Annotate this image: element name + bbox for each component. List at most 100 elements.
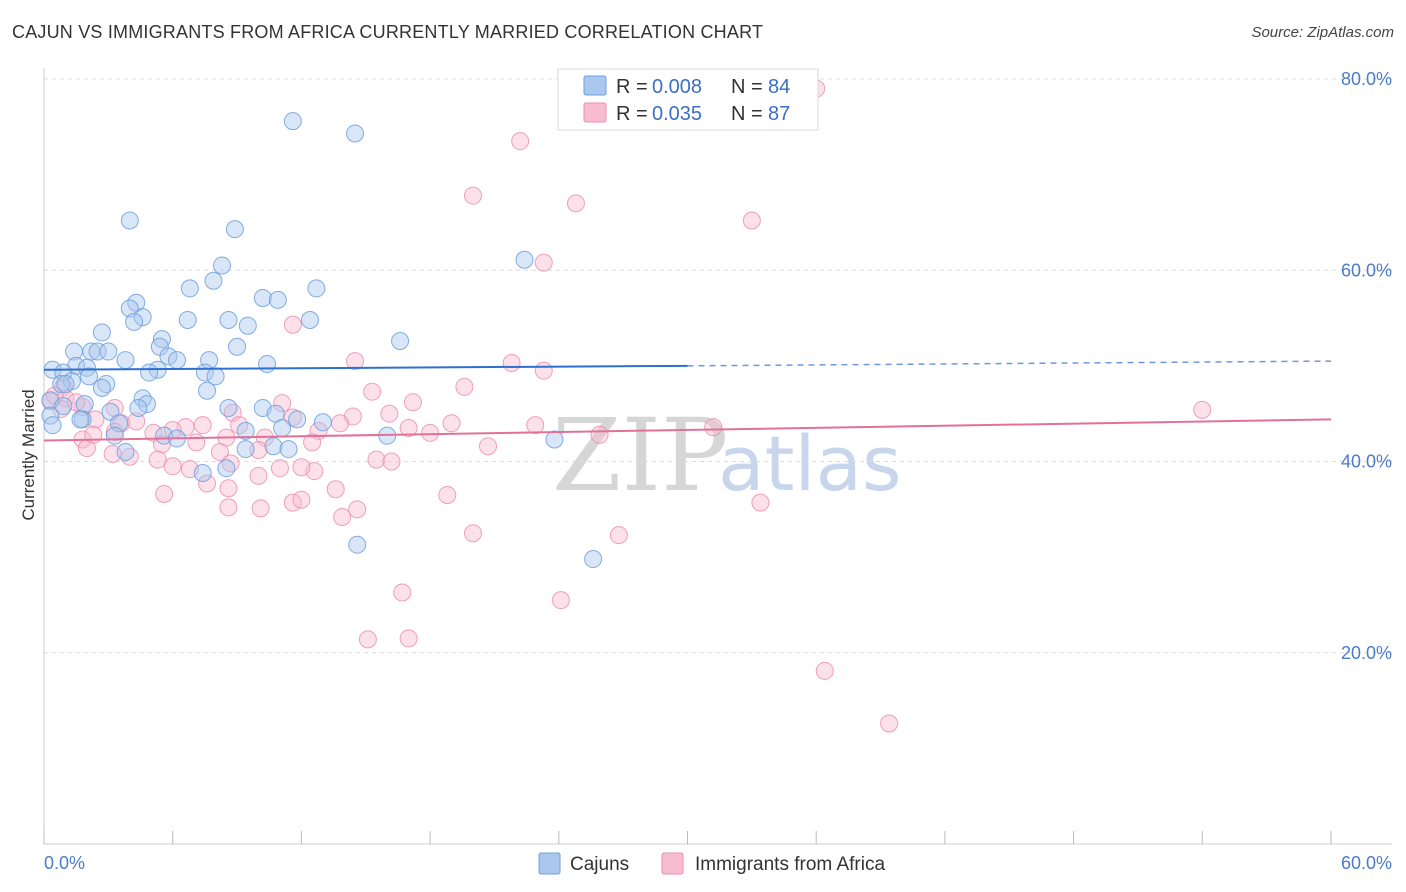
africa-point-60 — [292, 458, 311, 477]
legend-swatch-cajuns — [583, 75, 607, 96]
source-label: Source: ZipAtlas.com — [1251, 24, 1394, 41]
legend-n-value-cajuns: 84 — [768, 76, 790, 98]
cajun-point-13 — [133, 308, 152, 327]
legend-r-label-africa: R = — [616, 103, 648, 125]
cajun-point-3 — [225, 220, 244, 239]
cajun-point-9 — [253, 288, 272, 307]
africa-point-80 — [880, 714, 899, 733]
africa-point-44 — [303, 433, 322, 452]
series-cajuns — [41, 112, 603, 569]
africa-point-79 — [815, 661, 834, 680]
africa-point-52 — [367, 450, 386, 469]
africa-point-13 — [56, 389, 75, 408]
africa-point-34 — [421, 423, 440, 442]
africa-point-64 — [326, 480, 345, 499]
cajun-point-19 — [92, 323, 111, 342]
africa-point-21 — [380, 404, 399, 423]
x-tick-label-max: 60.0% — [1341, 853, 1392, 873]
africa-point-71 — [751, 493, 770, 512]
cajun-point-17 — [238, 316, 257, 335]
africa-point-49 — [210, 442, 229, 461]
cajun-point-52 — [54, 397, 73, 416]
cajun-point-55 — [129, 398, 148, 417]
legend-swatch-africa — [583, 102, 607, 123]
cajun-point-7 — [180, 279, 199, 298]
y-tick-label-80: 80.0% — [1341, 69, 1392, 89]
africa-point-46 — [479, 437, 498, 456]
africa-point-25 — [86, 410, 105, 429]
africa-point-65 — [155, 485, 174, 504]
africa-point-5 — [534, 253, 553, 272]
x-ticks — [43, 831, 1332, 844]
cajun-point-44 — [56, 375, 75, 394]
cajun-point-60 — [71, 410, 90, 429]
africa-point-75 — [393, 583, 412, 602]
watermark-atlas: atlas — [718, 419, 902, 508]
africa-point-39 — [590, 425, 609, 444]
africa-point-62 — [198, 474, 217, 493]
africa-point-31 — [704, 418, 723, 437]
legend-n-value-africa: 87 — [768, 103, 790, 125]
africa-point-30 — [193, 416, 212, 435]
cajun-point-4 — [515, 250, 534, 269]
africa-point-6 — [283, 315, 302, 334]
cajun-point-73 — [236, 440, 255, 459]
watermark-zip: ZIP — [552, 397, 728, 514]
cajun-point-28 — [159, 347, 178, 366]
africa-point-86 — [526, 416, 545, 435]
cajun-point-65 — [273, 419, 292, 438]
legend-n-label-cajuns: N = — [731, 76, 763, 98]
africa-point-27 — [331, 414, 350, 433]
axes — [43, 68, 1392, 845]
africa-point-10 — [455, 377, 474, 396]
cajun-point-46 — [92, 378, 111, 397]
africa-point-48 — [249, 441, 268, 460]
bottom-legend-label-cajuns: Cajuns — [570, 854, 629, 875]
africa-point-53 — [148, 450, 167, 469]
africa-point-8 — [346, 352, 365, 371]
y-tick-label-40: 40.0% — [1341, 452, 1392, 472]
africa-point-81 — [348, 500, 367, 519]
cajun-point-41 — [80, 367, 99, 386]
cajun-point-12 — [120, 299, 139, 318]
cajun-point-32 — [258, 354, 277, 373]
africa-point-57 — [270, 459, 289, 478]
cajun-point-21 — [391, 332, 410, 351]
africa-point-9 — [534, 361, 553, 380]
cajun-point-18 — [300, 310, 319, 329]
cajun-point-76 — [217, 459, 236, 478]
cajun-point-75 — [116, 442, 135, 461]
africa-point-63 — [219, 479, 238, 498]
cajun-point-15 — [219, 310, 238, 329]
africa-point-68 — [292, 490, 311, 509]
trend-line-africa — [43, 418, 1332, 442]
legend-n-label-africa: N = — [731, 103, 763, 125]
cajun-point-14 — [178, 310, 197, 329]
cajun-point-1 — [346, 124, 365, 143]
watermark: ZIP atlas — [552, 397, 902, 514]
africa-point-70 — [219, 498, 238, 517]
legend-r-value-cajuns: 0.008 — [652, 76, 702, 98]
cajun-point-6 — [204, 271, 223, 290]
africa-point-38 — [105, 422, 124, 441]
cajun-point-22 — [228, 337, 247, 356]
bottom-legend-label-africa: Immigrants from Africa — [695, 854, 885, 875]
cajun-point-38 — [140, 363, 159, 382]
cajun-point-2 — [120, 211, 139, 230]
africa-point-16 — [273, 394, 292, 413]
africa-point-1 — [511, 132, 530, 151]
cajun-point-72 — [264, 437, 283, 456]
africa-point-20 — [1193, 400, 1212, 419]
africa-point-4 — [742, 211, 761, 230]
gridlines — [44, 78, 1392, 654]
africa-point-78 — [399, 629, 418, 648]
cajun-point-79 — [584, 550, 603, 569]
africa-point-66 — [438, 485, 457, 504]
legend-r-value-africa: 0.035 — [652, 103, 702, 125]
cajun-point-51 — [75, 395, 94, 414]
africa-point-72 — [333, 507, 352, 526]
africa-point-43 — [187, 433, 206, 452]
trend-line-cajuns-extension — [687, 360, 1332, 367]
africa-point-3 — [566, 194, 585, 213]
y-axis-title: Currently Married — [19, 389, 38, 520]
